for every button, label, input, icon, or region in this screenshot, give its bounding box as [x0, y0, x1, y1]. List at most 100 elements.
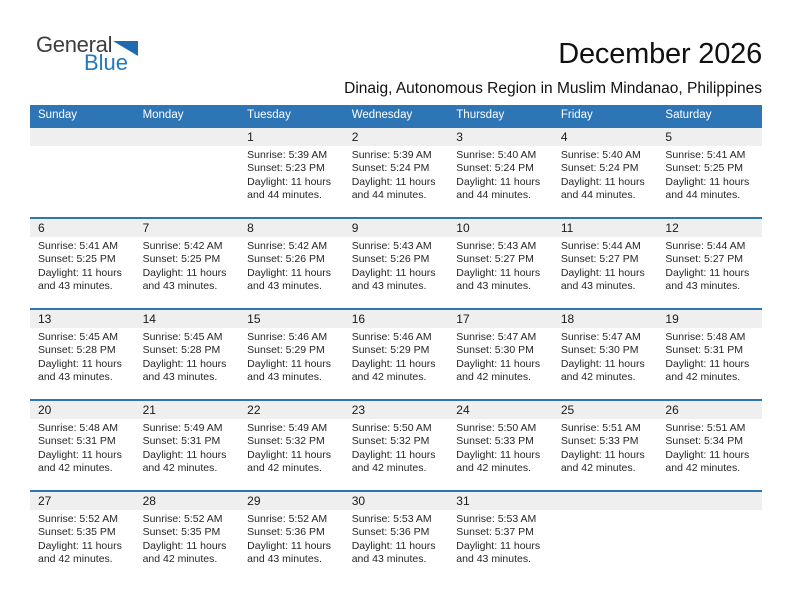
day-header-friday: Friday — [560, 109, 593, 121]
detail-line: and 43 minutes. — [247, 553, 322, 566]
page-subtitle: Dinaig, Autonomous Region in Muslim Mind… — [344, 80, 762, 97]
day-number: 22 — [239, 401, 344, 419]
day-details: Sunrise: 5:43 AM Sunset: 5:27 PM Daylight:… — [448, 237, 553, 294]
day-cell-28: 28 Sunrise: 5:52 AM Sunset: 5:35 PM Dayligh… — [134, 492, 240, 581]
detail-line: and 43 minutes. — [560, 280, 636, 293]
detail-line: and 42 minutes. — [142, 553, 218, 566]
detail-line: Daylight: 11 hours — [456, 539, 541, 552]
detail-line: Sunset: 5:27 PM — [560, 253, 639, 266]
detail-line: Sunset: 5:31 PM — [142, 435, 221, 448]
detail-line: Sunrise: 5:49 AM — [247, 422, 328, 434]
detail-line: Sunset: 5:32 PM — [247, 435, 325, 448]
detail-line: Daylight: 11 hours — [560, 175, 645, 188]
day-cell-empty — [552, 492, 658, 581]
detail-line: Sunrise: 5:40 AM — [560, 149, 641, 161]
detail-line: Sunrise: 5:39 AM — [247, 149, 328, 161]
day-number — [30, 128, 135, 146]
day-cell-15: 15 Sunrise: 5:46 AM Sunset: 5:29 PM Dayligh… — [239, 310, 344, 399]
day-details — [135, 146, 240, 149]
day-cell-19: 19 Sunrise: 5:48 AM Sunset: 5:31 PM Dayligh… — [657, 310, 762, 399]
day-cell-25: 25 Sunrise: 5:51 AM Sunset: 5:33 PM Dayligh… — [552, 401, 658, 490]
detail-line: and 43 minutes. — [38, 371, 113, 384]
detail-line: Daylight: 11 hours — [38, 266, 122, 279]
detail-line: Sunset: 5:30 PM — [456, 344, 534, 357]
detail-line: Daylight: 11 hours — [247, 175, 331, 188]
detail-line: Daylight: 11 hours — [456, 175, 541, 188]
detail-line: Sunrise: 5:47 AM — [560, 331, 641, 343]
day-number: 9 — [343, 219, 449, 237]
detail-line: and 43 minutes. — [456, 280, 531, 293]
detail-line: Daylight: 11 hours — [351, 539, 436, 552]
detail-line: Sunset: 5:37 PM — [456, 526, 534, 539]
day-cell-26: 26 Sunrise: 5:51 AM Sunset: 5:34 PM Dayligh… — [657, 401, 762, 490]
detail-line: Sunrise: 5:45 AM — [142, 331, 223, 343]
detail-line: Sunset: 5:33 PM — [560, 435, 639, 448]
detail-line: Sunset: 5:29 PM — [351, 344, 430, 357]
page-title: December 2026 — [558, 38, 762, 70]
week-row: 20 Sunrise: 5:48 AM Sunset: 5:31 PM Dayligh… — [30, 399, 762, 490]
detail-line: Daylight: 11 hours — [665, 448, 750, 461]
day-number: 30 — [343, 492, 449, 510]
week-row: 27 Sunrise: 5:52 AM Sunset: 5:35 PM Dayligh… — [30, 490, 762, 581]
detail-line: Sunrise: 5:45 AM — [38, 331, 118, 343]
detail-line: and 44 minutes. — [351, 189, 427, 202]
detail-line: Daylight: 11 hours — [142, 357, 227, 370]
detail-line: Daylight: 11 hours — [456, 266, 541, 279]
detail-line: Sunset: 5:26 PM — [247, 253, 325, 266]
calendar-weeks: 1 Sunrise: 5:39 AM Sunset: 5:23 PM Daylight… — [30, 126, 762, 581]
day-number — [657, 492, 762, 510]
day-details: Sunrise: 5:45 AM Sunset: 5:28 PM Daylight:… — [135, 328, 240, 385]
detail-line: and 43 minutes. — [456, 553, 531, 566]
detail-line: Sunset: 5:25 PM — [665, 162, 744, 175]
detail-line: and 43 minutes. — [142, 280, 218, 293]
detail-line: Sunset: 5:31 PM — [38, 435, 116, 448]
day-details: Sunrise: 5:46 AM Sunset: 5:29 PM Daylight:… — [344, 328, 449, 385]
day-details: Sunrise: 5:47 AM Sunset: 5:30 PM Daylight:… — [553, 328, 658, 385]
detail-line: and 42 minutes. — [351, 371, 427, 384]
detail-line: and 42 minutes. — [38, 462, 113, 475]
day-details: Sunrise: 5:40 AM Sunset: 5:24 PM Daylight:… — [448, 146, 553, 203]
detail-line: and 42 minutes. — [560, 462, 636, 475]
detail-line: and 42 minutes. — [247, 462, 322, 475]
detail-line: Sunset: 5:27 PM — [456, 253, 534, 266]
detail-line: Sunrise: 5:52 AM — [142, 513, 223, 525]
day-cell-empty — [30, 128, 135, 217]
detail-line: Daylight: 11 hours — [351, 357, 436, 370]
day-details: Sunrise: 5:50 AM Sunset: 5:32 PM Daylight:… — [344, 419, 449, 476]
calendar-header-row: Sunday Monday Tuesday Wednesday Thursday Frid… — [30, 105, 762, 126]
detail-line: Daylight: 11 hours — [560, 266, 645, 279]
detail-line: Daylight: 11 hours — [560, 448, 645, 461]
day-cell-21: 21 Sunrise: 5:49 AM Sunset: 5:31 PM Dayligh… — [134, 401, 240, 490]
day-number — [134, 128, 240, 146]
detail-line: Sunrise: 5:51 AM — [560, 422, 641, 434]
day-details — [30, 146, 135, 149]
detail-line: and 44 minutes. — [456, 189, 531, 202]
detail-line: Sunrise: 5:51 AM — [665, 422, 746, 434]
detail-line: and 43 minutes. — [247, 371, 322, 384]
detail-line: Sunset: 5:28 PM — [38, 344, 116, 357]
detail-line: Daylight: 11 hours — [456, 448, 541, 461]
general-blue-logo: General Blue — [36, 34, 139, 74]
detail-line: Daylight: 11 hours — [38, 448, 122, 461]
detail-line: Sunset: 5:36 PM — [351, 526, 430, 539]
detail-line: Sunset: 5:27 PM — [665, 253, 744, 266]
day-details: Sunrise: 5:39 AM Sunset: 5:23 PM Daylight:… — [239, 146, 344, 203]
day-details: Sunrise: 5:49 AM Sunset: 5:32 PM Daylight:… — [239, 419, 344, 476]
day-details — [657, 510, 762, 513]
day-details: Sunrise: 5:52 AM Sunset: 5:36 PM Daylight:… — [239, 510, 344, 567]
day-details: Sunrise: 5:50 AM Sunset: 5:33 PM Daylight:… — [448, 419, 553, 476]
detail-line: Sunset: 5:23 PM — [247, 162, 325, 175]
detail-line: Sunrise: 5:50 AM — [456, 422, 537, 434]
day-cell-14: 14 Sunrise: 5:45 AM Sunset: 5:28 PM Dayligh… — [134, 310, 240, 399]
detail-line: Sunrise: 5:52 AM — [247, 513, 328, 525]
day-cell-7: 7 Sunrise: 5:42 AM Sunset: 5:25 PM Daylight… — [134, 219, 240, 308]
day-cell-empty — [134, 128, 240, 217]
detail-line: Sunrise: 5:43 AM — [456, 240, 537, 252]
detail-line: Sunrise: 5:44 AM — [560, 240, 641, 252]
day-number: 25 — [552, 401, 658, 419]
week-row: 1 Sunrise: 5:39 AM Sunset: 5:23 PM Daylight… — [30, 126, 762, 217]
detail-line: Sunrise: 5:49 AM — [142, 422, 223, 434]
detail-line: Sunrise: 5:41 AM — [665, 149, 746, 161]
day-number: 12 — [657, 219, 762, 237]
